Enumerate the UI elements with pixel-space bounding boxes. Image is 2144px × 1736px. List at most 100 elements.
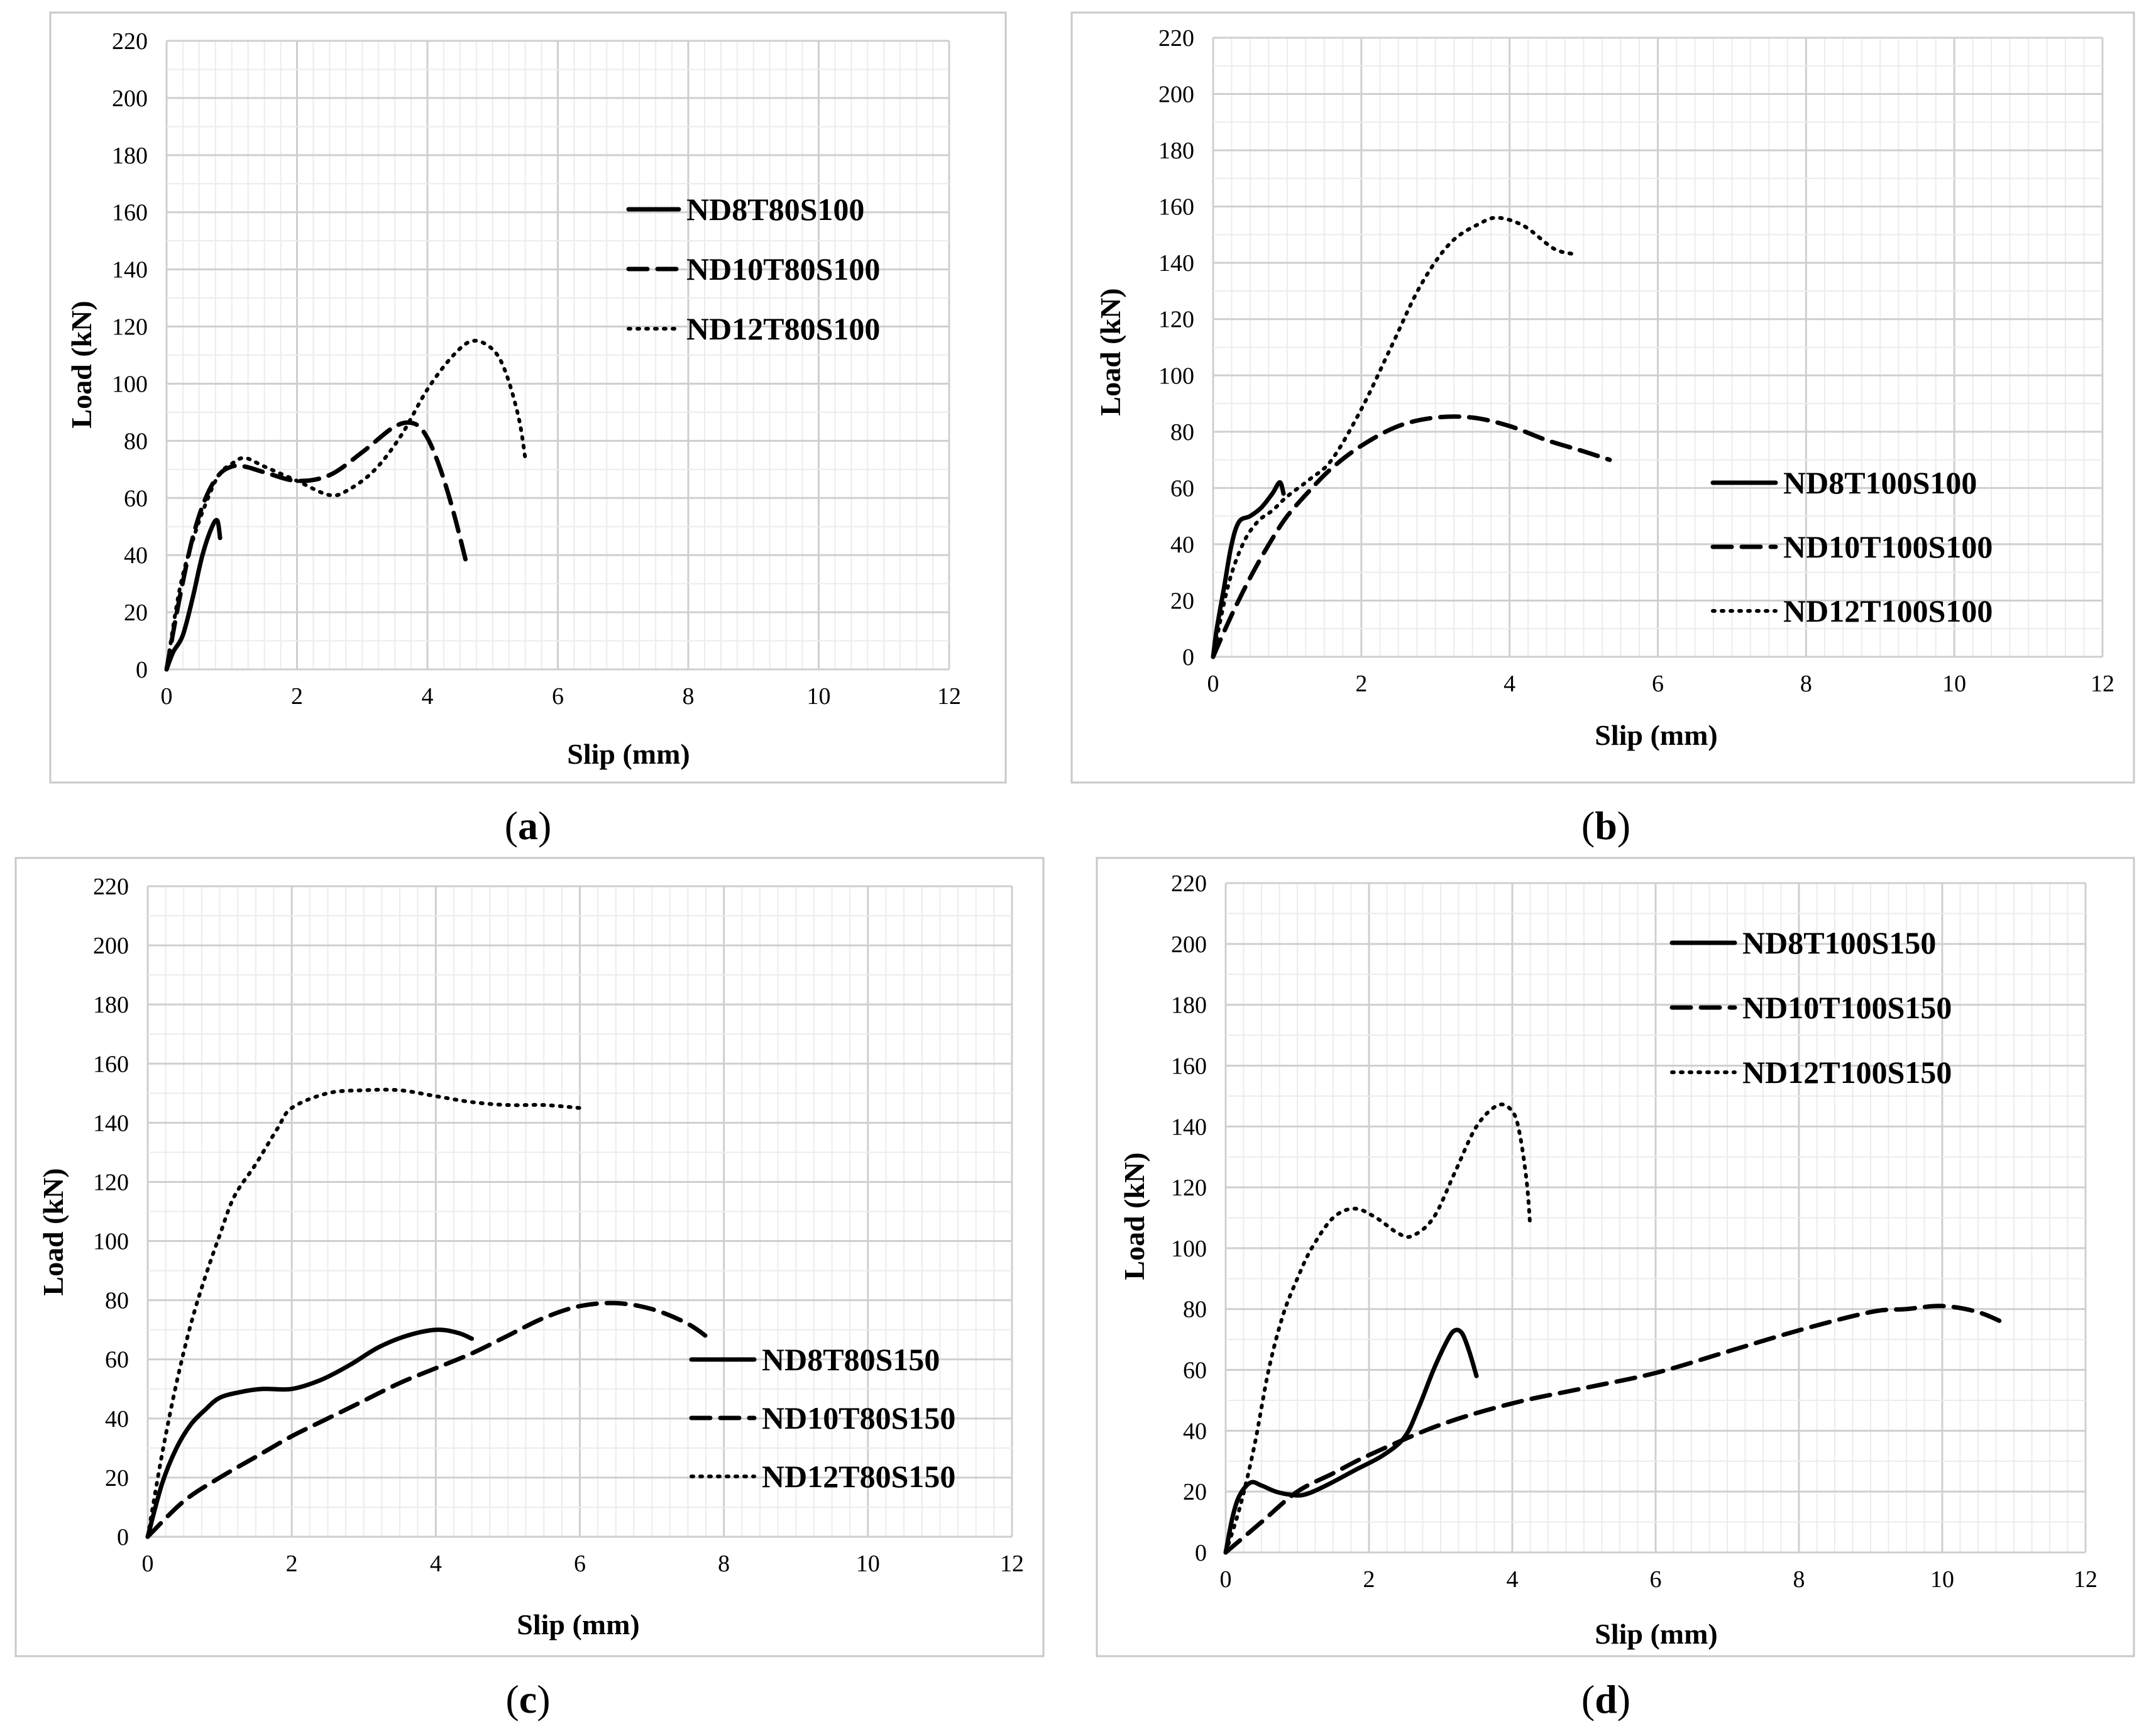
legend-label: ND12T80S100	[686, 311, 880, 346]
y-tick-label: 100	[1158, 363, 1194, 389]
x-tick-label: 8	[683, 683, 695, 710]
y-tick-label: 60	[105, 1347, 129, 1373]
series-line-ND10T80S100	[164, 420, 469, 672]
y-tick-label: 0	[117, 1524, 129, 1551]
panel-c-legend: ND8T80S150 ND10T80S150 ND12T80S150	[689, 1342, 955, 1494]
x-tick-label: 6	[552, 683, 564, 710]
y-tick-label: 40	[1183, 1418, 1207, 1444]
x-tick-label: 0	[1207, 671, 1219, 697]
x-tick-label: 6	[1652, 671, 1664, 697]
y-tick-label: 140	[112, 257, 148, 283]
y-tick-label: 220	[1171, 871, 1207, 897]
series-line-ND12T100S100	[1211, 216, 1578, 659]
legend-label: ND10T100S150	[1742, 990, 1952, 1025]
legend-label: ND12T100S150	[1742, 1055, 1952, 1090]
x-tick-label: 0	[1220, 1566, 1232, 1593]
y-tick-label: 60	[1183, 1358, 1207, 1384]
panel-a-xticks: 0 2 4 6 8 10 12	[161, 683, 962, 710]
y-tick-label: 140	[1158, 250, 1194, 277]
y-tick-label: 100	[93, 1229, 129, 1255]
y-tick-label: 0	[1195, 1540, 1207, 1566]
y-tick-label: 200	[112, 85, 148, 112]
y-tick-label: 220	[112, 28, 148, 55]
panel-c-caption: (c)	[505, 1677, 550, 1722]
panel-d-series	[1223, 1102, 2009, 1555]
panel-b: 0 2 4 6 8 10 12 0 20 40 60 80 100 120 140 160 180 200 220…	[1070, 11, 2135, 848]
y-tick-label: 60	[1170, 475, 1194, 502]
x-tick-label: 12	[937, 683, 961, 710]
x-tick-label: 4	[1504, 671, 1515, 697]
y-tick-label: 180	[1171, 992, 1207, 1019]
panel-c-grid	[146, 885, 1013, 1538]
y-tick-label: 80	[105, 1288, 129, 1314]
series-line-ND10T80S150	[145, 1300, 715, 1539]
x-tick-label: 2	[291, 683, 303, 710]
panel-d-xticks: 0 2 4 6 8 10 12	[1220, 1566, 2098, 1593]
series-line-ND12T80S100	[165, 339, 527, 671]
panel-c-xticks: 0 2 4 6 8 10 12	[142, 1551, 1025, 1577]
panel-a-yticks: 0 20 40 60 80 100 120 140 160 180 200 220	[112, 28, 148, 683]
y-tick-label: 20	[105, 1465, 129, 1492]
y-tick-label: 200	[1158, 82, 1194, 108]
y-tick-label: 0	[136, 657, 148, 683]
y-tick-label: 200	[1171, 931, 1207, 958]
y-tick-label: 120	[112, 314, 148, 341]
panel-b-legend: ND8T100S100 ND10T100S100 ND12T100S100	[1710, 465, 1993, 629]
x-tick-label: 4	[430, 1551, 442, 1577]
x-tick-label: 8	[718, 1551, 730, 1577]
panel-d-caption: (d)	[1581, 1677, 1630, 1722]
panel-d-x-axis-title: Slip (mm)	[1595, 1618, 1718, 1650]
legend-label: ND12T100S100	[1783, 593, 1993, 629]
panel-b-series	[1211, 216, 1612, 659]
x-tick-label: 6	[574, 1551, 586, 1577]
legend-label: ND8T80S100	[686, 192, 864, 227]
panel-d-grid	[1224, 882, 2087, 1554]
y-tick-label: 180	[112, 143, 148, 169]
y-tick-label: 40	[1170, 532, 1194, 558]
x-tick-label: 12	[2091, 671, 2114, 697]
x-tick-label: 10	[1942, 671, 1966, 697]
panel-a-caption: (a)	[505, 803, 552, 848]
series-line-ND12T100S150	[1224, 1102, 1532, 1554]
y-tick-label: 160	[112, 200, 148, 226]
y-tick-label: 80	[1170, 419, 1194, 446]
x-tick-label: 10	[856, 1551, 880, 1577]
x-tick-label: 4	[1507, 1566, 1519, 1593]
panel-a-x-axis-title: Slip (mm)	[567, 738, 690, 770]
y-tick-label: 200	[93, 933, 129, 959]
legend-label: ND10T100S100	[1783, 529, 1993, 564]
series-line-ND8T100S100	[1211, 480, 1286, 659]
panel-b-caption-letter: b	[1595, 803, 1617, 848]
x-tick-label: 2	[1363, 1566, 1375, 1593]
panel-d-legend: ND8T100S150 ND10T100S150 ND12T100S150	[1669, 925, 1952, 1090]
y-tick-label: 0	[1182, 644, 1194, 671]
x-tick-label: 10	[807, 683, 831, 710]
y-tick-label: 160	[93, 1051, 129, 1077]
y-tick-label: 80	[1183, 1297, 1207, 1323]
x-tick-label: 2	[286, 1551, 298, 1577]
panel-a-series	[164, 339, 527, 672]
panel-b-yticks: 0 20 40 60 80 100 120 140 160 180 200 220	[1158, 25, 1194, 671]
x-tick-label: 0	[161, 683, 173, 710]
series-line-ND12T80S150	[146, 1087, 582, 1539]
y-tick-label: 120	[93, 1169, 129, 1195]
x-tick-label: 2	[1355, 671, 1367, 697]
x-tick-label: 0	[142, 1551, 154, 1577]
panel-d: 0 2 4 6 8 10 12 0 20 40 60 80 100 120 140 160 180 200 220…	[1096, 857, 2135, 1722]
legend-label: ND8T100S100	[1783, 465, 1977, 500]
y-tick-label: 140	[1171, 1114, 1207, 1140]
panel-c-x-axis-title: Slip (mm)	[517, 1608, 640, 1640]
panel-c-series	[145, 1087, 715, 1539]
y-tick-label: 20	[1183, 1479, 1207, 1505]
y-tick-label: 100	[1171, 1236, 1207, 1262]
panel-c: 0 2 4 6 8 10 12 0 20 40 60 80 100 120 140 160 180 200 220…	[14, 857, 1045, 1722]
x-tick-label: 10	[1930, 1566, 1954, 1593]
y-tick-label: 40	[124, 542, 148, 569]
y-tick-label: 180	[93, 992, 129, 1018]
panel-a-caption-letter: a	[518, 803, 538, 848]
panel-d-y-axis-title: Load (kN)	[1118, 1152, 1150, 1280]
x-tick-label: 12	[2074, 1566, 2097, 1593]
panel-b-grid	[1212, 36, 2104, 658]
y-tick-label: 60	[124, 485, 148, 512]
